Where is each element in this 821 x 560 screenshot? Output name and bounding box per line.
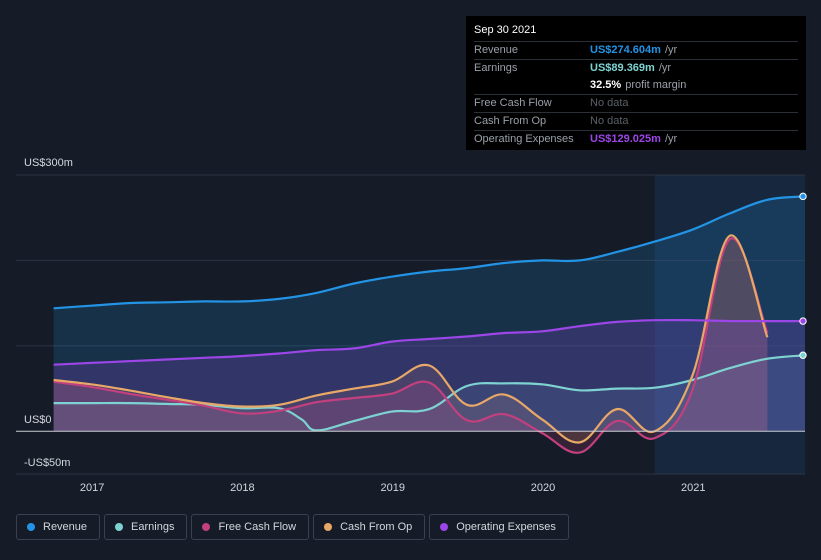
- past-year-highlight: [654, 175, 805, 474]
- operating-expenses-end-dot: [799, 317, 807, 325]
- legend-label: Cash From Op: [340, 521, 413, 533]
- tooltip-label: Operating Expenses: [474, 133, 574, 145]
- y-label-zero: US$0: [24, 414, 52, 426]
- earnings-dot-icon: [115, 523, 124, 531]
- tooltip-row-margin: 32.5% profit margin: [474, 77, 798, 94]
- revenue-area: [53, 196, 806, 432]
- tooltip-value: No data: [590, 97, 629, 109]
- legend-operating-expenses[interactable]: Operating Expenses: [429, 514, 569, 540]
- x-tick-label: 2021: [681, 482, 705, 494]
- chart-legend: Revenue Earnings Free Cash Flow Cash Fro…: [16, 514, 569, 540]
- series-lines: [53, 195, 806, 454]
- x-tick-label: 2018: [230, 482, 254, 494]
- free-cash-flow-dot-icon: [202, 523, 211, 531]
- y-label-top: US$300m: [24, 157, 73, 169]
- revenue-end-dot: [799, 192, 807, 201]
- tooltip-row-opex: Operating Expenses US$129.025m/yr: [474, 130, 798, 148]
- legend-revenue[interactable]: Revenue: [16, 514, 101, 540]
- tooltip-unit: /yr: [664, 133, 678, 145]
- series-end-dots: [799, 192, 807, 359]
- tooltip-label: Earnings: [474, 62, 518, 74]
- legend-free-cash-flow[interactable]: Free Cash Flow: [191, 514, 310, 540]
- tooltip-row-fcf: Free Cash Flow No data: [474, 94, 798, 112]
- operating-expenses-line: [53, 318, 805, 366]
- x-tick-label: 2020: [531, 482, 555, 494]
- earnings-end-dot: [799, 351, 807, 359]
- tooltip-row-earnings: Earnings US$89.369m/yr: [474, 59, 798, 77]
- legend-earnings[interactable]: Earnings: [104, 514, 188, 540]
- earnings-line: [53, 354, 806, 432]
- cash-from-op-line: [53, 234, 769, 444]
- cash-from-op-dot-icon: [324, 523, 333, 531]
- legend-label: Earnings: [131, 521, 175, 533]
- series-areas: [53, 196, 806, 453]
- tooltip-margin-value: 32.5%: [590, 79, 622, 91]
- legend-cash-from-op[interactable]: Cash From Op: [313, 514, 426, 540]
- tooltip-row-revenue: Revenue US$274.604m/yr: [474, 41, 798, 59]
- operating-expenses-area: [53, 320, 806, 432]
- tooltip-value: US$129.025m: [590, 133, 661, 145]
- revenue-line: [53, 195, 806, 310]
- tooltip-value: No data: [590, 115, 629, 127]
- tooltip-label: Free Cash Flow: [474, 97, 552, 109]
- data-tooltip: Sep 30 2021 Revenue US$274.604m/yr Earni…: [466, 16, 806, 150]
- free-cash-flow-area: [53, 238, 768, 453]
- legend-label: Revenue: [43, 521, 88, 533]
- x-tick-label: 2019: [380, 482, 404, 494]
- x-tick-label: 2017: [80, 482, 104, 494]
- revenue-dot-icon: [27, 523, 35, 531]
- y-label-bottom: -US$50m: [24, 457, 70, 469]
- x-axis-ticks: 2017 2018 2019 2020 2021: [80, 482, 706, 494]
- tooltip-label: Revenue: [474, 44, 519, 56]
- tooltip-date: Sep 30 2021: [474, 24, 537, 36]
- tooltip-value: US$274.604m: [590, 44, 661, 56]
- tooltip-unit: /yr: [658, 62, 672, 74]
- tooltip-value: US$89.369m: [590, 62, 655, 74]
- grid-lines: [16, 174, 805, 475]
- tooltip-unit: /yr: [664, 44, 678, 56]
- free-cash-flow-line: [53, 237, 769, 454]
- legend-label: Free Cash Flow: [218, 521, 297, 533]
- operating-expenses-dot-icon: [440, 523, 449, 531]
- cash-from-op-area: [53, 235, 768, 443]
- tooltip-row-cfo: Cash From Op No data: [474, 112, 798, 130]
- tooltip-margin-unit: profit margin: [625, 79, 687, 91]
- legend-label: Operating Expenses: [456, 521, 556, 533]
- tooltip-label: Cash From Op: [474, 115, 547, 127]
